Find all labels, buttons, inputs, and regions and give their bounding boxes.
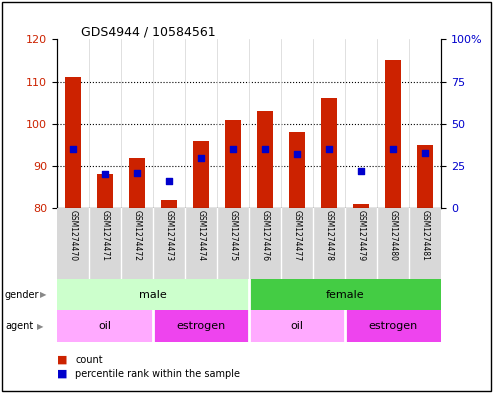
Bar xyxy=(193,141,209,208)
Bar xyxy=(57,279,249,310)
Bar xyxy=(289,132,305,208)
Bar xyxy=(417,145,433,208)
Bar xyxy=(97,174,113,208)
Text: percentile rank within the sample: percentile rank within the sample xyxy=(75,369,241,379)
Bar xyxy=(409,208,441,279)
Text: oil: oil xyxy=(98,321,111,331)
Bar xyxy=(353,204,369,208)
Text: GDS4944 / 10584561: GDS4944 / 10584561 xyxy=(81,26,216,39)
Text: GSM1274478: GSM1274478 xyxy=(324,210,334,261)
Bar xyxy=(313,208,345,279)
Point xyxy=(197,154,205,161)
Point xyxy=(229,146,237,152)
Point xyxy=(421,149,429,156)
Bar xyxy=(249,208,281,279)
Bar xyxy=(385,61,401,208)
Text: male: male xyxy=(139,290,167,300)
Bar xyxy=(121,208,153,279)
Point xyxy=(325,146,333,152)
Text: GSM1274475: GSM1274475 xyxy=(228,210,238,261)
Text: estrogen: estrogen xyxy=(176,321,225,331)
Text: estrogen: estrogen xyxy=(369,321,418,331)
Point xyxy=(357,168,365,174)
Bar xyxy=(249,310,345,342)
Text: GSM1274477: GSM1274477 xyxy=(292,210,302,261)
Bar xyxy=(129,158,145,208)
Bar xyxy=(153,208,185,279)
Bar xyxy=(217,208,249,279)
Text: GSM1274474: GSM1274474 xyxy=(196,210,206,261)
Bar xyxy=(257,111,273,208)
Point xyxy=(261,146,269,152)
Point xyxy=(389,146,397,152)
Bar xyxy=(377,208,409,279)
Bar xyxy=(65,77,81,208)
Text: count: count xyxy=(75,354,103,365)
Text: ■: ■ xyxy=(57,354,67,365)
Bar xyxy=(321,98,337,208)
Bar xyxy=(57,208,89,279)
Text: GSM1274472: GSM1274472 xyxy=(132,210,141,261)
Text: GSM1274479: GSM1274479 xyxy=(356,210,366,261)
Point xyxy=(133,170,141,176)
Text: female: female xyxy=(326,290,364,300)
Bar xyxy=(89,208,121,279)
Text: GSM1274480: GSM1274480 xyxy=(388,210,398,261)
Point xyxy=(101,171,108,178)
Bar xyxy=(57,310,153,342)
Bar xyxy=(153,310,249,342)
Text: oil: oil xyxy=(290,321,304,331)
Text: ▶: ▶ xyxy=(36,322,43,331)
Text: GSM1274476: GSM1274476 xyxy=(260,210,270,261)
Text: GSM1274481: GSM1274481 xyxy=(421,210,430,261)
Bar xyxy=(281,208,313,279)
Text: gender: gender xyxy=(5,290,39,300)
Bar xyxy=(345,310,441,342)
Bar xyxy=(161,200,177,208)
Bar xyxy=(225,119,241,208)
Text: GSM1274470: GSM1274470 xyxy=(68,210,77,261)
Bar xyxy=(345,208,377,279)
Text: ■: ■ xyxy=(57,369,67,379)
Text: ▶: ▶ xyxy=(40,290,47,299)
Bar xyxy=(249,279,441,310)
Point xyxy=(165,178,173,184)
Bar xyxy=(185,208,217,279)
Text: agent: agent xyxy=(5,321,33,331)
Point xyxy=(293,151,301,157)
Point xyxy=(69,146,77,152)
Text: GSM1274471: GSM1274471 xyxy=(100,210,109,261)
Text: GSM1274473: GSM1274473 xyxy=(164,210,174,261)
